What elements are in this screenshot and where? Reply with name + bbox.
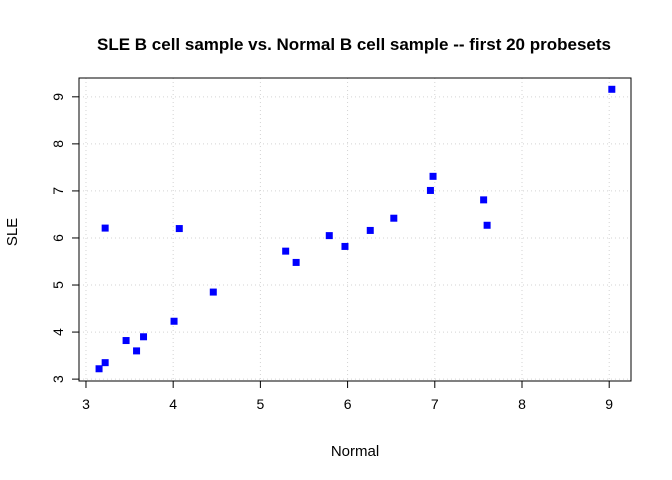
data-point: [341, 242, 349, 250]
data-point: [209, 288, 217, 296]
y-tick-label: 8: [50, 140, 66, 148]
data-point: [480, 196, 488, 204]
x-axis: 3 4 5 6 7 8 9: [82, 381, 613, 412]
data-point: [133, 347, 141, 355]
data-point: [429, 172, 437, 180]
x-axis-label: Normal: [331, 443, 379, 460]
x-tick-label: 5: [256, 396, 264, 412]
data-point: [483, 221, 491, 229]
y-axis-label: SLE: [4, 218, 21, 246]
x-tick-label: 9: [605, 396, 613, 412]
y-tick-label: 7: [50, 187, 66, 195]
data-point: [122, 337, 130, 345]
data-points: [95, 85, 616, 373]
data-point: [101, 359, 109, 367]
y-tick-label: 5: [50, 281, 66, 289]
data-point: [292, 258, 300, 266]
y-axis: 3 4 5 6 7 8 9: [50, 93, 79, 383]
data-point: [390, 214, 398, 222]
data-point: [101, 224, 109, 232]
y-tick-label: 4: [50, 328, 66, 336]
y-tick-label: 9: [50, 93, 66, 101]
data-point: [426, 186, 434, 194]
data-point: [608, 85, 616, 93]
data-point: [366, 226, 374, 234]
data-point: [95, 365, 103, 373]
chart-title: SLE B cell sample vs. Normal B cell samp…: [97, 35, 611, 54]
plot-frame: [78, 77, 632, 382]
data-point: [282, 247, 290, 255]
x-tick-label: 3: [82, 396, 90, 412]
y-tick-label: 6: [50, 234, 66, 242]
data-point: [175, 225, 183, 233]
x-tick-label: 7: [431, 396, 439, 412]
x-tick-label: 6: [344, 396, 352, 412]
data-point: [325, 232, 333, 240]
data-point: [170, 317, 178, 325]
grid: [79, 78, 631, 381]
data-point: [140, 333, 148, 341]
x-tick-label: 8: [518, 396, 526, 412]
y-tick-label: 3: [50, 375, 66, 383]
x-tick-label: 4: [169, 396, 177, 412]
